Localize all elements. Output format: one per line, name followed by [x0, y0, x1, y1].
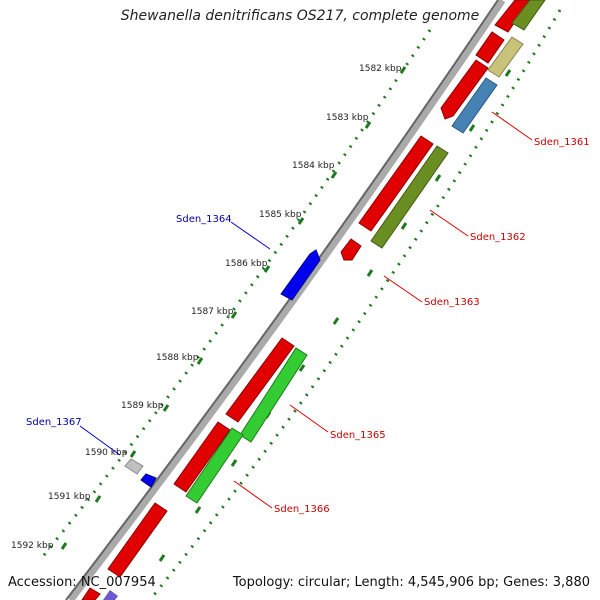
kbp-label: 1591 kbp	[48, 492, 91, 502]
gene-label-sden-1364[interactable]: Sden_1364	[176, 214, 232, 225]
map-title: Shewanella denitrificans OS217, complete…	[120, 8, 480, 24]
kbp-label: 1585 kbp	[259, 210, 302, 220]
outer-tick-row	[38, 29, 432, 561]
gene-sden-1367-shape[interactable]	[124, 458, 157, 488]
gene-olive-top[interactable]	[511, 0, 546, 31]
inner-tick-row	[148, 9, 562, 600]
gene-label-sden-1363[interactable]: Sden_1363	[424, 297, 480, 308]
gene-label-sden-1362[interactable]: Sden_1362	[470, 232, 526, 243]
genome-summary-text: Topology: circular; Length: 4,545,906 bp…	[232, 575, 590, 590]
gene-label-sden-1361[interactable]: Sden_1361	[534, 137, 590, 148]
kbp-label: 1590 kbp	[85, 448, 128, 458]
forward-genes-red[interactable]	[81, 0, 531, 600]
kbp-label: 1587 kbp	[191, 307, 234, 317]
kbp-label: 1586 kbp	[225, 259, 268, 269]
kbp-label: 1588 kbp	[156, 353, 199, 363]
gene-label-group: Sden_1361 Sden_1362 Sden_1363 Sden_1364 …	[26, 137, 590, 515]
kbp-label: 1582 kbp	[359, 64, 402, 74]
gene-bottom-fragment	[103, 590, 118, 600]
kbp-label: 1592 kbp	[11, 541, 54, 551]
gene-label-sden-1366[interactable]: Sden_1366	[274, 504, 330, 515]
kbp-ticks	[60, 66, 407, 550]
gene-sden-1364-shape[interactable]	[280, 249, 321, 301]
leader-lines-red	[233, 111, 533, 509]
gene-sden-1366-shape[interactable]	[185, 427, 244, 504]
kbp-label: 1589 kbp	[121, 401, 164, 411]
gene-khaki[interactable]	[487, 36, 524, 78]
genome-backbone	[65, 0, 506, 600]
kbp-label: 1583 kbp	[326, 113, 369, 123]
accession-text: Accession: NC_007954	[8, 575, 156, 590]
gene-sden-1362-shape[interactable]	[370, 145, 449, 249]
gene-label-sden-1365[interactable]: Sden_1365	[330, 430, 386, 441]
gene-label-sden-1367[interactable]: Sden_1367	[26, 417, 82, 428]
kbp-label: 1584 kbp	[292, 161, 335, 171]
leader-lines-blue	[79, 221, 271, 456]
kbp-label-group: 1582 kbp 1583 kbp 1584 kbp 1585 kbp 1586…	[11, 64, 402, 551]
gene-sden-1361-shape[interactable]	[451, 77, 498, 134]
gene-sden-1365-shape[interactable]	[239, 347, 308, 443]
